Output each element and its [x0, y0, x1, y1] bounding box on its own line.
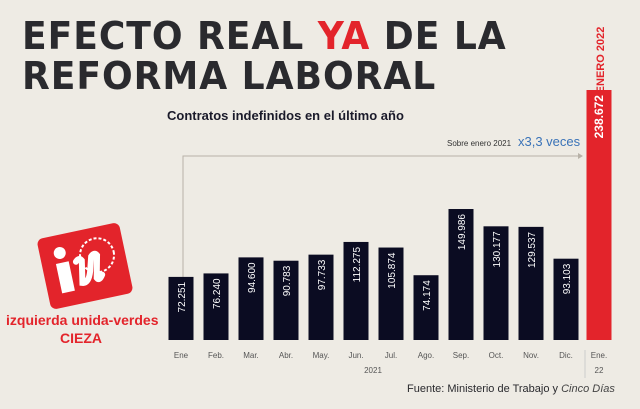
value-label-7: 74.174 — [422, 280, 433, 311]
x-tick-label-4: May. — [313, 351, 330, 360]
annotation-text: Sobre enero 2021 — [447, 139, 512, 148]
value-label-3: 90.783 — [282, 265, 293, 296]
logo-mark-icon — [53, 237, 116, 294]
bar-4 — [308, 254, 334, 340]
x-tick-label-8: Sep. — [453, 351, 469, 360]
bar-8 — [448, 209, 474, 340]
logo-city: CIEZA — [60, 330, 102, 346]
bar-6 — [378, 247, 404, 340]
iu-logo — [36, 222, 134, 310]
value-label-5: 112.275 — [352, 247, 363, 283]
bar-7 — [413, 275, 439, 340]
annotation-value: x3,3 veces — [518, 134, 581, 149]
x-tick-label-10: Nov. — [523, 351, 539, 360]
x-tick-label-7: Ago. — [418, 351, 434, 360]
bar-9 — [483, 226, 509, 340]
x-tick-label-1: Feb. — [208, 351, 224, 360]
value-label-0: 72.251 — [177, 281, 188, 312]
x-tick-label-12: Ene. — [591, 351, 607, 360]
x-tick-label-11: Dic. — [559, 351, 573, 360]
logo-org-name: izquierda unida-verdes — [6, 312, 159, 328]
source-note: Fuente: Ministerio de Trabajo y Cinco Dí… — [407, 383, 615, 395]
arrow-head-icon — [578, 153, 583, 159]
x-tick-label-0: Ene — [174, 351, 189, 360]
x-tick-label-2: Mar. — [243, 351, 259, 360]
x-tick-label-9: Oct. — [489, 351, 504, 360]
bar-11 — [553, 258, 579, 340]
bar-2 — [238, 257, 264, 340]
value-label-12: 238.672 — [592, 95, 606, 139]
value-label-6: 105.874 — [387, 252, 398, 289]
title-line-2: REFORMA LABORAL — [22, 54, 437, 98]
bar-10 — [518, 226, 544, 340]
bar-5 — [343, 241, 369, 340]
chart-title: Contratos indefinidos en el último año — [167, 108, 404, 123]
value-label-8: 149.986 — [457, 214, 468, 251]
value-label-4: 97.733 — [317, 259, 328, 290]
year-label: 2021 — [364, 366, 382, 375]
value-label-2: 94.600 — [247, 262, 258, 293]
value-label-9: 130.177 — [492, 231, 503, 268]
reference-line — [182, 155, 580, 330]
bar-0 — [168, 276, 194, 340]
value-label-1: 76.240 — [212, 278, 223, 309]
bar-12 — [586, 90, 612, 340]
x-tick-label-6: Jul. — [385, 351, 397, 360]
title-line-1: EFECTO REAL YA DE LA — [22, 14, 507, 58]
bar-1 — [203, 273, 229, 340]
x-tick-sublabel-12: 22 — [595, 366, 604, 375]
title-highlight: YA — [317, 14, 371, 58]
x-tick-label-3: Abr. — [279, 351, 293, 360]
value-label-10: 129.537 — [527, 231, 538, 268]
x-tick-label-5: Jun. — [348, 351, 363, 360]
bar-3 — [273, 260, 299, 340]
value-label-11: 93.103 — [562, 263, 573, 294]
